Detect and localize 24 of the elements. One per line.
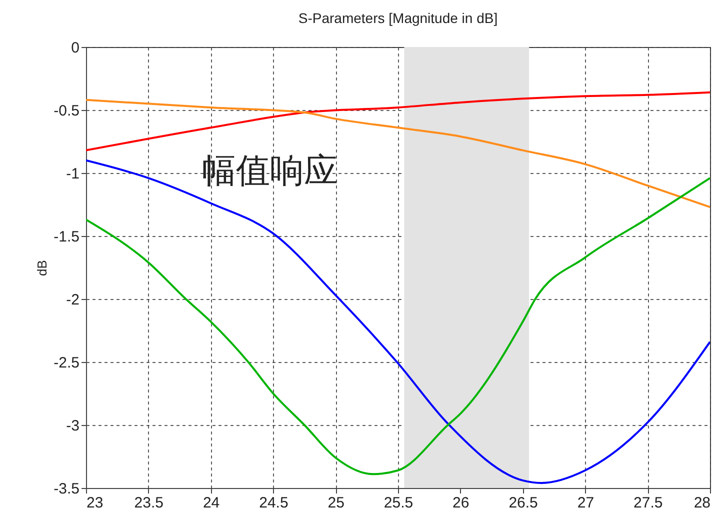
x-tick-label: 23.5 (134, 494, 164, 512)
x-tick-label: 23 (86, 494, 104, 512)
line-series (86, 98, 710, 208)
x-tick-label: 28 (694, 494, 710, 512)
y-tick-label: -3 (66, 418, 80, 434)
y-tick-label: -2 (66, 292, 80, 308)
x-tick-label: 26 (452, 494, 470, 512)
y-tick-label: -2.5 (54, 354, 80, 372)
x-tick-label: 25 (328, 494, 344, 512)
chart-title: S-Parameters [Magnitude in dB] (298, 10, 498, 26)
y-axis-title: dB (34, 260, 50, 276)
y-tick-label: -1.5 (54, 228, 80, 246)
y-tick-label: 0 (71, 40, 80, 56)
x-tick-label: 27 (577, 494, 594, 512)
annotation: 幅值响应 (202, 152, 338, 190)
y-tick-label: -3.5 (54, 480, 80, 498)
x-tick-label: 26.5 (508, 494, 538, 512)
x-tick-label: 27.5 (634, 494, 663, 512)
y-tick-label: -0.5 (54, 102, 80, 120)
x-tick-label: 24 (202, 494, 220, 512)
x-tick-label: 24.5 (259, 494, 288, 512)
line-series (86, 91, 710, 152)
x-tick-label: 25.5 (384, 494, 414, 512)
y-tick-label: -1 (66, 166, 80, 182)
